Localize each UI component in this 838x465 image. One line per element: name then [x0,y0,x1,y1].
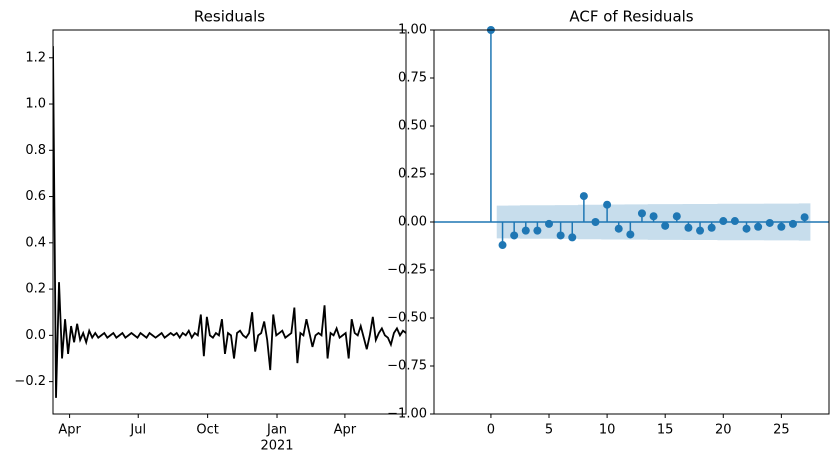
y-tick-label: −0.2 [14,374,46,389]
y-tick-label: 1.0 [25,97,46,112]
y-tick-label: 0.0 [25,328,46,343]
acf-point [765,218,774,227]
x-tick-label: Oct [196,423,218,438]
x-axis-year: 2021 [260,439,293,454]
y-tick-label: 1.00 [398,23,427,38]
acf-point [614,224,623,233]
y-tick-label: 1.2 [25,50,46,65]
axes-frame [52,29,407,415]
x-tick-label: 25 [773,423,790,438]
acf-point [777,222,786,231]
acf-point [533,226,542,235]
acf-point [545,219,554,228]
y-tick-label: 0.6 [25,189,46,204]
acf-point [626,230,635,239]
acf-point [800,213,809,222]
chart-title: ACF of Residuals [569,8,693,26]
acf-point [579,192,588,201]
y-tick-label: 0.75 [398,71,427,86]
acf-point [707,223,716,232]
acf-point [754,222,763,231]
acf-point [788,219,797,228]
acf-point [603,200,612,209]
acf-point [556,231,565,240]
y-tick-label: 0.25 [398,167,427,182]
x-tick-label: 20 [715,423,732,438]
acf-point [684,223,693,232]
y-tick-label: −0.75 [387,359,427,374]
x-tick-label: Jul [129,423,146,438]
acf-point [730,217,739,226]
acf-point [742,224,751,233]
acf-point [591,218,600,226]
x-tick-label: Jan [266,423,287,438]
x-tick-label: 5 [545,423,553,438]
acf-point [521,226,530,235]
y-tick-label: −0.25 [387,263,427,278]
acf-point [568,233,577,242]
axes-frame [433,29,830,415]
y-tick-label: −0.50 [387,311,427,326]
x-tick-label: 0 [487,423,495,438]
acf-point [649,212,658,221]
acf-point [637,209,646,218]
x-tick-label: Apr [334,423,357,438]
acf-point [661,221,670,230]
chart-title: Residuals [194,8,265,26]
y-tick-label: 0.4 [25,235,46,250]
x-tick-label: 10 [599,423,616,438]
x-tick-label: 15 [657,423,674,438]
y-tick-label: 0.8 [25,143,46,158]
residual-line [53,46,406,398]
acf-point [719,217,728,226]
acf-point [672,212,681,221]
y-tick-label: 0.2 [25,282,46,297]
acf-point [498,241,507,250]
acf-point [696,226,705,235]
y-tick-label: 0.50 [398,119,427,134]
y-tick-label: 0.00 [398,215,427,230]
acf-point [510,231,519,240]
x-tick-label: Apr [58,423,81,438]
y-tick-label: −1.00 [387,407,427,422]
